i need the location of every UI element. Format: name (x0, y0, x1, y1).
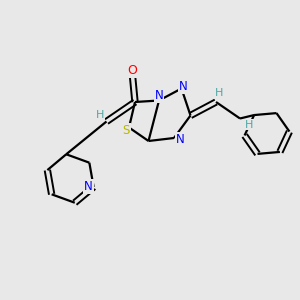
Text: N: N (84, 180, 93, 194)
Text: O: O (127, 64, 137, 77)
Text: N: N (154, 89, 164, 103)
Text: H: H (96, 110, 104, 120)
Text: H: H (245, 119, 253, 130)
Text: H: H (215, 88, 223, 98)
Text: N: N (176, 133, 184, 146)
Text: N: N (178, 80, 188, 94)
Text: S: S (122, 124, 130, 137)
